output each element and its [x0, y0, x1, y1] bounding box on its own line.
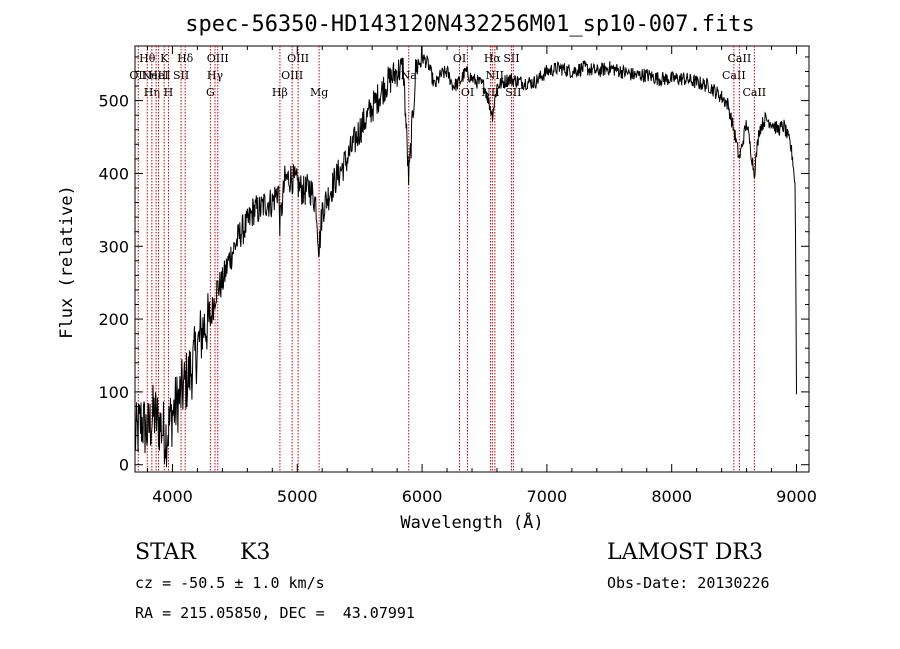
line-marker-label: CaII [722, 69, 746, 82]
line-marker-label: SII [173, 69, 189, 82]
line-marker-label: G [206, 86, 215, 99]
line-marker-label: Hη [144, 86, 160, 99]
y-tick-label: 100 [98, 383, 129, 402]
spectrum-chart: spec-56350-HD143120N432256M01_sp10-007.f… [57, 12, 817, 533]
observation-date: Obs-Date: 20130226 [607, 574, 770, 592]
survey-name: LAMOST DR3 [607, 540, 763, 565]
line-marker-label: Na [401, 69, 418, 82]
y-tick-label: 500 [98, 92, 129, 111]
flux-series-line [134, 45, 797, 468]
line-marker-label: CaII [728, 52, 752, 65]
redshift-velocity: cz = -50.5 ± 1.0 km/s [135, 574, 325, 592]
x-tick-label: 5000 [277, 487, 318, 506]
line-marker-label: OII [129, 69, 147, 82]
line-marker-label: OIII [281, 69, 303, 82]
x-tick-label: 8000 [651, 487, 692, 506]
line-marker-label: SII [505, 86, 521, 99]
line-marker-label: Hβ [272, 86, 288, 99]
y-tick-label: 200 [98, 310, 129, 329]
line-marker-label: Hα [484, 52, 502, 65]
line-marker-label: SII [503, 52, 519, 65]
sky-coordinates: RA = 215.05850, DEC = 43.07991 [135, 604, 415, 622]
line-marker-label: Mg [310, 86, 328, 99]
line-marker-label: OIII [207, 52, 229, 65]
object-subclass: K3 [240, 540, 271, 565]
x-tick-label: 6000 [402, 487, 443, 506]
chart-title: spec-56350-HD143120N432256M01_sp10-007.f… [185, 12, 755, 37]
object-class: STAR [135, 540, 196, 565]
line-marker-label: Hδ [177, 52, 194, 65]
y-axis-label: Flux (relative) [57, 185, 77, 339]
line-marker-label: OI [461, 86, 474, 99]
y-tick-label: 400 [98, 164, 129, 183]
line-marker-label: OI [453, 52, 466, 65]
line-marker-label: K [160, 52, 169, 65]
line-marker-label: Hγ [207, 69, 224, 82]
line-marker-label: Hθ [139, 52, 156, 65]
line-marker-label: HeI [148, 69, 168, 82]
x-tick-label: 4000 [152, 487, 193, 506]
x-tick-label: 7000 [527, 487, 568, 506]
line-marker-label: CaII [742, 86, 766, 99]
x-axis-label: Wavelength (Å) [400, 511, 543, 533]
line-marker-label: NeIII [142, 69, 171, 82]
y-tick-label: 0 [119, 456, 129, 475]
y-tick-label: 300 [98, 237, 129, 256]
line-marker-label: NII [486, 69, 504, 82]
x-tick-label: 9000 [776, 487, 817, 506]
plot-frame [134, 45, 810, 473]
line-marker-label: H [164, 86, 174, 99]
axis-ticks: 4000 5000 6000 7000 8000 9000 0 100 200 300 400 500 [98, 46, 817, 506]
line-marker-label: OIII [287, 52, 309, 65]
